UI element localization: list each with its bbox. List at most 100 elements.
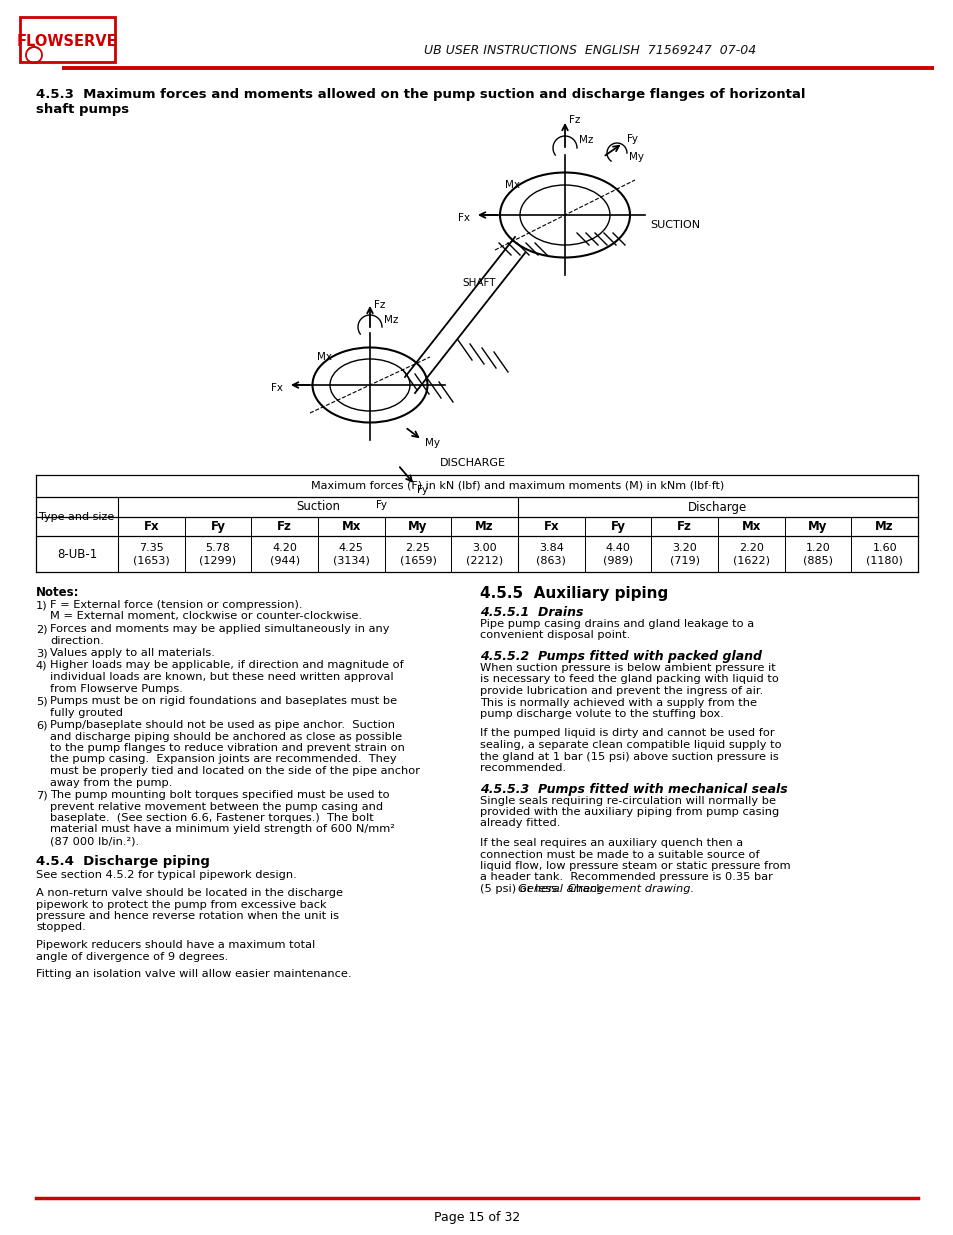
Text: 4.5.5  Auxiliary piping: 4.5.5 Auxiliary piping xyxy=(479,585,667,601)
Text: 1.20
(885): 1.20 (885) xyxy=(802,542,832,566)
Text: pump discharge volute to the stuffing box.: pump discharge volute to the stuffing bo… xyxy=(479,709,723,719)
Text: 5.78
(1299): 5.78 (1299) xyxy=(199,542,236,566)
Text: 6): 6) xyxy=(36,720,48,730)
Text: 5): 5) xyxy=(36,697,48,706)
Text: FLOWSERVE: FLOWSERVE xyxy=(16,35,117,49)
Text: Fx: Fx xyxy=(271,383,283,393)
Text: General arrangement drawing.: General arrangement drawing. xyxy=(517,884,694,894)
Text: Fitting an isolation valve will allow easier maintenance.: Fitting an isolation valve will allow ea… xyxy=(36,969,351,979)
Text: Fy: Fy xyxy=(375,500,387,510)
Text: pressure and hence reverse rotation when the unit is: pressure and hence reverse rotation when… xyxy=(36,911,338,921)
Text: direction.: direction. xyxy=(50,636,104,646)
Text: 2.20
(1622): 2.20 (1622) xyxy=(732,542,769,566)
Text: Maximum forces (F) in kN (lbf) and maximum moments (M) in kNm (lbf·ft): Maximum forces (F) in kN (lbf) and maxim… xyxy=(311,480,724,492)
Text: 3): 3) xyxy=(36,648,48,658)
Text: My: My xyxy=(424,438,439,448)
Text: If the seal requires an auxiliary quench then a: If the seal requires an auxiliary quench… xyxy=(479,839,742,848)
Text: 4.5.3  Maximum forces and moments allowed on the pump suction and discharge flan: 4.5.3 Maximum forces and moments allowed… xyxy=(36,88,804,101)
Text: 4.25
(3134): 4.25 (3134) xyxy=(333,542,370,566)
Text: baseplate.  (See section 6.6, Fastener torques.)  The bolt: baseplate. (See section 6.6, Fastener to… xyxy=(50,813,374,823)
Text: away from the pump.: away from the pump. xyxy=(50,778,172,788)
Text: Suction: Suction xyxy=(295,500,339,514)
Text: individual loads are known, but these need written approval: individual loads are known, but these ne… xyxy=(50,672,394,682)
Text: Mx: Mx xyxy=(740,520,760,534)
Text: pipework to protect the pump from excessive back: pipework to protect the pump from excess… xyxy=(36,899,326,909)
Text: 4.5.4  Discharge piping: 4.5.4 Discharge piping xyxy=(36,856,210,868)
Text: Single seals requiring re-circulation will normally be: Single seals requiring re-circulation wi… xyxy=(479,795,775,805)
Text: 4.5.5.3  Pumps fitted with mechanical seals: 4.5.5.3 Pumps fitted with mechanical sea… xyxy=(479,783,787,795)
Text: Pipe pump casing drains and gland leakage to a: Pipe pump casing drains and gland leakag… xyxy=(479,619,753,629)
Text: My: My xyxy=(408,520,427,534)
Text: F = External force (tension or compression).: F = External force (tension or compressi… xyxy=(50,600,302,610)
Text: 2): 2) xyxy=(36,624,48,634)
Text: already fitted.: already fitted. xyxy=(479,819,559,829)
Text: 3.84
(863): 3.84 (863) xyxy=(536,542,566,566)
Text: fully grouted: fully grouted xyxy=(50,708,123,718)
Text: recommended.: recommended. xyxy=(479,763,565,773)
Text: provide lubrication and prevent the ingress of air.: provide lubrication and prevent the ingr… xyxy=(479,685,762,697)
Text: This is normally achieved with a supply from the: This is normally achieved with a supply … xyxy=(479,698,757,708)
Text: the gland at 1 bar (15 psi) above suction pressure is: the gland at 1 bar (15 psi) above suctio… xyxy=(479,752,778,762)
Text: SHAFT: SHAFT xyxy=(461,278,495,288)
Text: convenient disposal point.: convenient disposal point. xyxy=(479,631,630,641)
Text: 8-UB-1: 8-UB-1 xyxy=(57,547,97,561)
Text: Fy: Fy xyxy=(211,520,225,534)
Text: the pump casing.  Expansion joints are recommended.  They: the pump casing. Expansion joints are re… xyxy=(50,755,396,764)
Text: Fx: Fx xyxy=(543,520,558,534)
Text: to the pump flanges to reduce vibration and prevent strain on: to the pump flanges to reduce vibration … xyxy=(50,743,404,753)
Text: shaft pumps: shaft pumps xyxy=(36,103,129,116)
Text: 1): 1) xyxy=(36,600,48,610)
Text: Mz: Mz xyxy=(475,520,494,534)
Text: Fx: Fx xyxy=(143,520,159,534)
Text: Fz: Fz xyxy=(277,520,292,534)
Text: from Flowserve Pumps.: from Flowserve Pumps. xyxy=(50,683,183,694)
Text: angle of divergence of 9 degrees.: angle of divergence of 9 degrees. xyxy=(36,951,228,962)
Text: Mx: Mx xyxy=(316,352,332,362)
Text: liquid flow, low pressure steam or static pressure from: liquid flow, low pressure steam or stati… xyxy=(479,861,790,871)
Text: 4.5.5.2  Pumps fitted with packed gland: 4.5.5.2 Pumps fitted with packed gland xyxy=(479,650,761,663)
Text: material must have a minimum yield strength of 600 N/mm²: material must have a minimum yield stren… xyxy=(50,825,395,835)
Text: Discharge: Discharge xyxy=(688,500,747,514)
Text: prevent relative movement between the pump casing and: prevent relative movement between the pu… xyxy=(50,802,383,811)
Text: Mx: Mx xyxy=(341,520,360,534)
FancyBboxPatch shape xyxy=(20,17,115,62)
Text: Mz: Mz xyxy=(578,135,593,144)
Text: Pump/baseplate should not be used as pipe anchor.  Suction: Pump/baseplate should not be used as pip… xyxy=(50,720,395,730)
Text: is necessary to feed the gland packing with liquid to: is necessary to feed the gland packing w… xyxy=(479,674,778,684)
Text: Higher loads may be applicable, if direction and magnitude of: Higher loads may be applicable, if direc… xyxy=(50,661,403,671)
Text: UB USER INSTRUCTIONS  ENGLISH  71569247  07-04: UB USER INSTRUCTIONS ENGLISH 71569247 07… xyxy=(423,43,756,57)
Text: Fx: Fx xyxy=(457,212,470,224)
Text: Mz: Mz xyxy=(875,520,893,534)
Text: (87 000 lb/in.²).: (87 000 lb/in.²). xyxy=(50,836,139,846)
Text: (5 psi) or less.  Check: (5 psi) or less. Check xyxy=(479,884,606,894)
Text: 4.20
(944): 4.20 (944) xyxy=(270,542,299,566)
Text: Notes:: Notes: xyxy=(36,585,79,599)
Text: Fz: Fz xyxy=(677,520,691,534)
Text: 7): 7) xyxy=(36,790,48,800)
Text: 4): 4) xyxy=(36,661,48,671)
Text: 4.5.5.1  Drains: 4.5.5.1 Drains xyxy=(479,606,583,619)
Text: provided with the auxiliary piping from pump casing: provided with the auxiliary piping from … xyxy=(479,806,779,818)
Text: A non-return valve should be located in the discharge: A non-return valve should be located in … xyxy=(36,888,343,898)
Text: If the pumped liquid is dirty and cannot be used for: If the pumped liquid is dirty and cannot… xyxy=(479,729,774,739)
Text: must be properly tied and located on the side of the pipe anchor: must be properly tied and located on the… xyxy=(50,766,419,776)
Text: Pumps must be on rigid foundations and baseplates must be: Pumps must be on rigid foundations and b… xyxy=(50,697,396,706)
Text: 3.00
(2212): 3.00 (2212) xyxy=(466,542,502,566)
Text: M = External moment, clockwise or counter-clockwise.: M = External moment, clockwise or counte… xyxy=(50,611,361,621)
Text: 1.60
(1180): 1.60 (1180) xyxy=(865,542,902,566)
Text: Fy: Fy xyxy=(416,485,428,495)
Text: DISCHARGE: DISCHARGE xyxy=(439,458,505,468)
Text: stopped.: stopped. xyxy=(36,923,86,932)
Text: 2.25
(1659): 2.25 (1659) xyxy=(399,542,436,566)
Text: Forces and moments may be applied simultaneously in any: Forces and moments may be applied simult… xyxy=(50,624,389,634)
Text: Type and size: Type and size xyxy=(39,511,114,521)
Text: a header tank.  Recommended pressure is 0.35 bar: a header tank. Recommended pressure is 0… xyxy=(479,872,772,883)
Text: 7.35
(1653): 7.35 (1653) xyxy=(132,542,170,566)
Text: See section 4.5.2 for typical pipework design.: See section 4.5.2 for typical pipework d… xyxy=(36,871,296,881)
Text: Values apply to all materials.: Values apply to all materials. xyxy=(50,648,214,658)
Text: Fy: Fy xyxy=(610,520,625,534)
Text: Mz: Mz xyxy=(384,315,398,325)
Text: sealing, a separate clean compatible liquid supply to: sealing, a separate clean compatible liq… xyxy=(479,740,781,750)
Text: Mx: Mx xyxy=(504,180,519,190)
Text: My: My xyxy=(807,520,827,534)
